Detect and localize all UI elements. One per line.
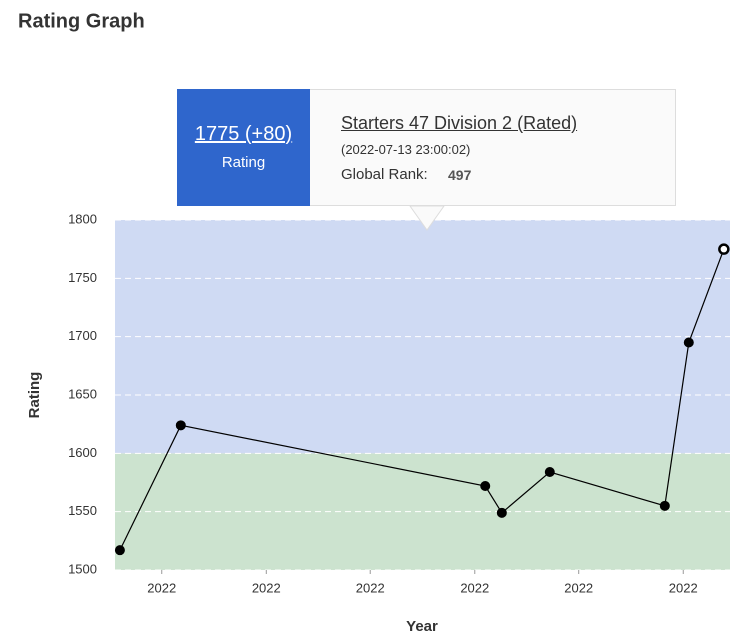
- point: [175, 420, 186, 431]
- rank-value: 497: [448, 167, 472, 183]
- rank-label: Global Rank:: [341, 166, 428, 183]
- plot-area: 1500 1550 1600 1650 1700 1750 1800 2022 2022 2022…: [68, 211, 730, 595]
- tooltip-pointer: [409, 205, 445, 231]
- rating-label: Rating: [221, 154, 266, 171]
- contest-date: (2022-07-13 23:00:02): [341, 142, 471, 157]
- point: [544, 467, 555, 477]
- point: [496, 507, 507, 518]
- y-tick-label: 1500: [68, 561, 97, 576]
- y-tick-label: 1750: [68, 270, 97, 285]
- point: [114, 545, 125, 556]
- rating-line: [119, 248, 725, 551]
- rating-change[interactable]: 1775 (+80): [194, 123, 293, 145]
- y-tick-label: 1700: [68, 328, 97, 343]
- y-tick-label: 1550: [68, 503, 97, 518]
- point: [480, 481, 491, 491]
- page-title: Rating Graph: [18, 10, 145, 32]
- x-tick-label: 2022: [564, 580, 593, 595]
- point: [659, 500, 670, 511]
- tooltip-rating-box: 1775 (+80) Rating: [177, 89, 310, 206]
- y-axis-title: Rating: [26, 372, 43, 419]
- x-tick-label: 2022: [252, 580, 281, 595]
- highlighted-point: [718, 243, 730, 255]
- x-tick-label: 2022: [669, 580, 698, 595]
- x-tick-label: 2022: [460, 580, 489, 595]
- contest-link[interactable]: Starters 47 Division 2 (Rated): [341, 113, 578, 133]
- x-axis-title: Year: [406, 618, 438, 635]
- y-tick-label: 1800: [68, 211, 97, 226]
- point: [683, 337, 694, 348]
- y-tick-label: 1650: [68, 386, 97, 401]
- x-tick-label: 2022: [147, 580, 176, 595]
- x-tick-label: 2022: [356, 580, 385, 595]
- y-tick-label: 1600: [68, 445, 97, 460]
